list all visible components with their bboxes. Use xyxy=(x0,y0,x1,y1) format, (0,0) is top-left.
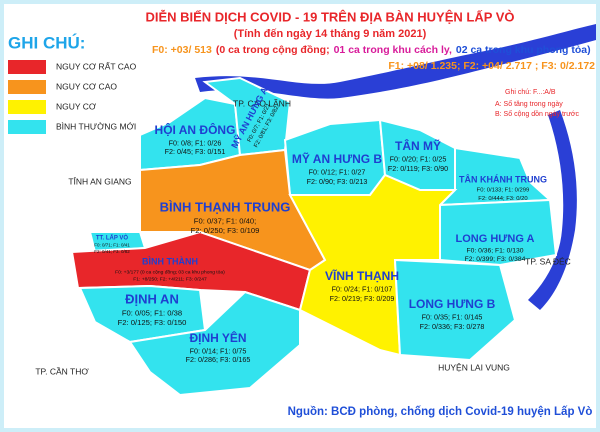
region-stats: F0: 0/71; F1: 0/41 xyxy=(94,243,130,248)
legend-label: NGUY CƠ xyxy=(56,101,97,111)
source: Nguồn: BCĐ phòng, chống dịch Covid-19 hu… xyxy=(288,406,593,418)
region-name: TÂN MỸ xyxy=(395,138,441,153)
region-name: ĐỊNH AN xyxy=(125,291,179,306)
region-stats: F0: 0/05; F1: 0/38 xyxy=(122,309,182,318)
region-name: MỸ AN HƯNG B xyxy=(292,151,383,166)
legend-label: BÌNH THƯỜNG MỚI xyxy=(56,121,136,131)
region-stats: F0: 0/12; F1: 0/27 xyxy=(309,168,366,177)
region-stats: F2: 0/219; F3: 0/209 xyxy=(330,294,395,303)
region-name: BÌNH THẠNH TRUNG xyxy=(160,199,291,214)
region-stats: F0: 0/24; F1: 0/107 xyxy=(332,285,393,294)
region-stats: F2: 0/45; F3: 0/151 xyxy=(165,147,226,156)
region-stats: F0: +3/177 (0 ca cộng đồng; 03 ca khu ph… xyxy=(115,268,225,275)
region-stats: F0: 0/133; F1: 0/299 xyxy=(477,188,530,194)
legend-swatch xyxy=(8,80,46,94)
region-label: BÌNH THÀNH F0: +3/177 (0 ca cộng đồng; 03… xyxy=(115,256,225,282)
legend-label: NGUY CƠ CAO xyxy=(56,81,117,91)
place-label: TP. CẦN THƠ xyxy=(35,366,89,376)
region-name: TT. LẤP VÒ xyxy=(96,234,129,242)
summary-part: 02 ca trong khu phong tỏa) xyxy=(456,44,591,56)
region-name: BÌNH THÀNH xyxy=(142,256,198,266)
region-label: TÂN KHÁNH TRUNG F0: 0/133; F1: 0/299 F2: 0… xyxy=(459,173,547,202)
summary-line: F1: +08/ 1.235; F2: +04/ 2.717 ; F3: 0/2… xyxy=(388,60,595,72)
region-stats: F2: 0/399; F3: 0/384 xyxy=(465,256,526,263)
summary-part: 01 ca trong khu cách ly, xyxy=(334,44,452,56)
region-stats: F0: 0/20; F1: 0/25 xyxy=(390,155,447,164)
region-name: HỘI AN ĐÔNG xyxy=(155,122,236,137)
place-label: TP. SA ĐÉC xyxy=(525,256,571,266)
place-label: TỈNH AN GIANG xyxy=(68,175,131,186)
region-stats: F0: 0/36; F1: 0/130 xyxy=(466,248,523,255)
subtitle: (Tính đến ngày 14 tháng 9 năm 2021) xyxy=(234,28,427,40)
region-stats: F0: 0/37; F1: 0/40; xyxy=(194,217,256,226)
legend-swatch xyxy=(8,100,46,114)
summary-line: F0: +03/ 513 (0 ca trong cộng đồng; 01 ca … xyxy=(152,44,591,56)
region-stats: F0: 0/35; F1: 0/145 xyxy=(422,313,483,322)
region-stats: F2: 0/286; F3: 0/165 xyxy=(186,355,251,364)
region-stats: F2: 0/119; F3: 0/90 xyxy=(388,164,448,173)
place-label: TP. CAO LÃNH xyxy=(233,98,291,108)
region xyxy=(288,173,458,357)
region-stats: F2: 0/90; F3: 0/213 xyxy=(307,177,368,186)
region-stats: F2: 0/250; F3: 0/109 xyxy=(191,226,260,235)
region-stats: F2: 0/125; F3: 0/150 xyxy=(118,318,187,327)
region-stats: F0: 0/14; F1: 0/75 xyxy=(190,347,247,356)
labels: TP. CAO LÃNH TỈNH AN GIANG TP. SA ĐÉC HUYỆN… xyxy=(35,85,570,376)
region-stats: F0: 0/8; F1: 0/26 xyxy=(169,139,222,148)
region xyxy=(393,258,517,362)
region-stats: F2: 0/444; F3: 0/20 xyxy=(478,196,528,202)
region-stats: F2: 0/41; F3: 0/82 xyxy=(94,249,130,254)
legend-swatch xyxy=(8,120,46,134)
note: A: Số tăng trong ngày xyxy=(495,99,563,108)
note: B: Số cộng dồn ngày trước xyxy=(495,109,579,118)
river-east xyxy=(528,110,577,310)
region xyxy=(128,290,301,397)
legend-swatch xyxy=(8,60,46,74)
legend-label: NGUY CƠ RẤT CAO xyxy=(56,61,137,71)
river-north xyxy=(195,24,596,99)
legend-title: GHI CHÚ: xyxy=(8,33,85,52)
region-label: BÌNH THẠNH TRUNG F0: 0/37; F1: 0/40;F2: 0… xyxy=(160,199,291,234)
region-name: ĐỊNH YÊN xyxy=(189,330,246,345)
region-name: LONG HƯNG A xyxy=(456,233,535,245)
region-name: VĨNH THẠNH xyxy=(325,268,399,283)
summary-part: F0: +03/ 513 xyxy=(152,44,212,56)
place-label: HUYỆN LAI VUNG xyxy=(438,362,510,372)
title: DIỄN BIẾN DỊCH COVID - 19 TRÊN ĐỊA BÀN H… xyxy=(145,9,514,24)
note-title: Ghi chú: F...:A/B xyxy=(505,89,556,96)
region-stats: F1: +8/250; F2: +4/211; F3: 0/247 xyxy=(133,277,207,283)
region-stats: F2: 0/336; F3: 0/278 xyxy=(420,322,485,331)
region-name: TÂN KHÁNH TRUNG xyxy=(459,173,547,184)
legend: NGUY CƠ RẤT CAO NGUY CƠ CAO NGUY CƠ BÌNH TH… xyxy=(8,60,137,134)
region-name: LONG HƯNG B xyxy=(409,297,496,311)
regions xyxy=(70,76,558,397)
summary-part: (0 ca trong cộng đồng; xyxy=(216,44,330,56)
